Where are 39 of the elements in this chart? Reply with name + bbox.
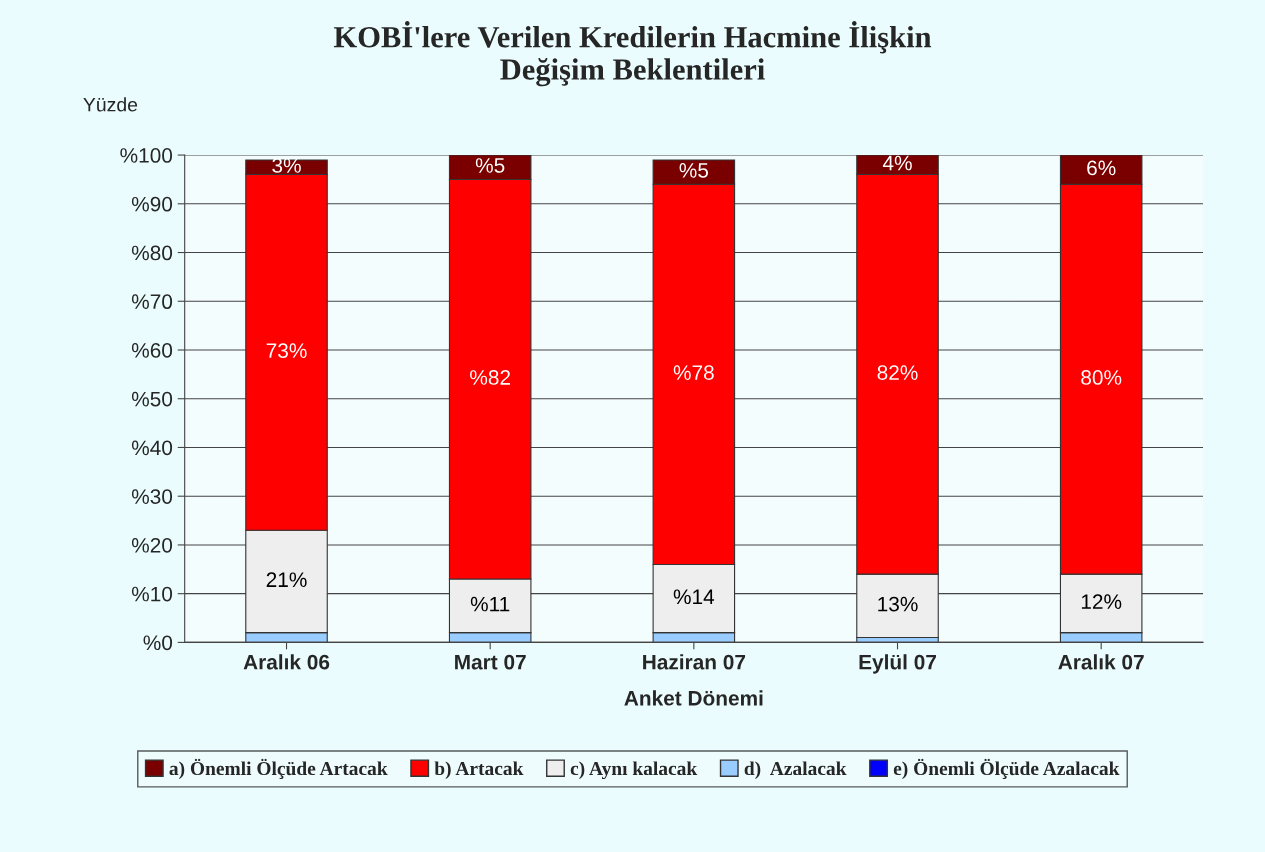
y-tick-label: %40 (131, 440, 173, 456)
y-tick-label: %70 (131, 294, 173, 310)
x-axis-title: Anket Dönemi (624, 690, 763, 706)
chart-title: KOBİ'lere Verilen Kredilerin Hacmine İlişkin Değişim Beklentileri (333, 21, 932, 87)
y-tick-label: %100 (120, 148, 173, 163)
data-label: 80% (1081, 370, 1122, 385)
y-tick-label: %30 (131, 489, 173, 504)
y-tick-label: %10 (131, 586, 173, 602)
data-label: 4% (882, 155, 912, 171)
data-label: 12% (1081, 594, 1122, 609)
data-label: 13% (878, 596, 918, 612)
data-label: 3% (272, 158, 301, 173)
x-tick-label: Aralık 06 (243, 654, 330, 670)
data-label: %82 (470, 370, 510, 385)
data-label: 6% (1087, 160, 1116, 176)
data-label: 21% (266, 572, 307, 587)
data-label: %5 (475, 158, 505, 173)
data-label: %78 (673, 365, 714, 380)
x-tick-label: Eylül 07 (859, 654, 936, 674)
data-label: %14 (673, 589, 715, 605)
legend-label: b) Artacak (434, 761, 524, 780)
y-tick-label: %60 (131, 343, 173, 358)
data-label: %11 (470, 596, 510, 612)
y-tick-label: %50 (131, 391, 173, 407)
data-label: 82% (877, 365, 918, 380)
legend-label: a) Önemli Ölçüde Artacak (169, 758, 388, 780)
y-tick-label: %80 (131, 245, 173, 261)
x-tick-label: Mart 07 (455, 654, 526, 670)
y-tick-label: %90 (131, 196, 173, 212)
legend-label: e) Önemli Ölçüde Azalacak (893, 758, 1120, 780)
data-label: %5 (679, 163, 709, 178)
y-axis-title: Yüzde (83, 97, 138, 112)
legend-label: c) Aynı kalacak (570, 761, 698, 780)
data-label: 73% (266, 343, 307, 359)
y-tick-label: %0 (143, 635, 173, 651)
x-tick-label: Aralık 07 (1058, 654, 1144, 670)
legend-label: d) Azalacak (744, 761, 847, 780)
y-tick-label: %20 (131, 537, 173, 553)
x-tick-label: Haziran 07 (643, 654, 746, 670)
